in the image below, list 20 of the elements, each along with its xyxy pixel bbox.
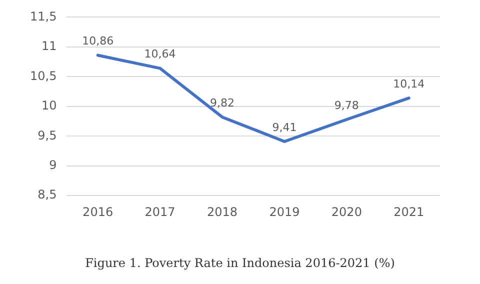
data-label: 10,14 bbox=[393, 77, 425, 90]
data-label: 9,78 bbox=[334, 98, 359, 112]
data-label: 10,86 bbox=[82, 34, 114, 48]
x-tick-label: 2017 bbox=[144, 204, 176, 219]
y-tick-label: 10,5 bbox=[30, 68, 57, 83]
y-tick-label: 11 bbox=[41, 39, 57, 54]
x-tick-label: 2019 bbox=[269, 204, 300, 219]
data-label: 9,41 bbox=[272, 120, 297, 134]
x-tick-label: 2021 bbox=[394, 204, 424, 219]
x-tick-label: 2018 bbox=[206, 204, 238, 219]
y-tick-label: 9,5 bbox=[38, 128, 57, 142]
y-tick-label: 10 bbox=[41, 98, 57, 113]
text: Figure 1. Poverty Rate in Indonesia 2016-2021 (%) bbox=[84, 256, 396, 270]
data-label: 9,82 bbox=[210, 96, 235, 110]
y-tick-label: 9 bbox=[49, 158, 57, 172]
y-tick-label: 11,5 bbox=[30, 9, 57, 24]
x-tick-label: 2016 bbox=[82, 204, 114, 219]
y-tick-label: 8,5 bbox=[38, 188, 57, 202]
data-label: 10,64 bbox=[144, 48, 176, 61]
x-tick-label: 2020 bbox=[331, 204, 362, 219]
